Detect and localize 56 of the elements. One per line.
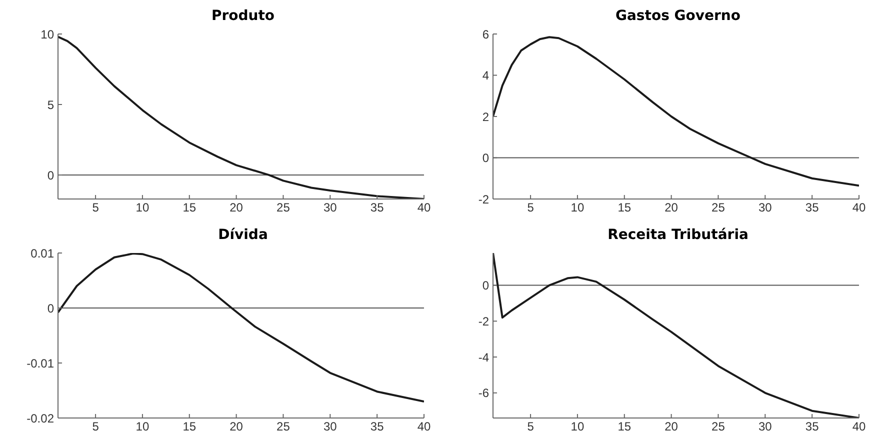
y-tick-label: 0 (482, 151, 490, 166)
x-tick-label: 30 (758, 420, 772, 434)
y-tick-label: 2 (482, 110, 490, 124)
x-tick-label: 5 (527, 420, 534, 434)
y-tick-label: -2 (478, 192, 490, 206)
x-tick-label: 10 (136, 200, 150, 215)
line-series (58, 36, 424, 199)
x-tick-label: 15 (182, 420, 196, 434)
chart-title: Produto (210, 8, 276, 26)
y-tick-label: 0 (482, 278, 490, 293)
x-tick-label: 25 (712, 420, 726, 434)
x-tick-label: 35 (370, 420, 384, 434)
x-tick-label: 5 (92, 420, 100, 434)
x-tick-label: 10 (570, 420, 584, 434)
x-tick-label: 15 (618, 200, 632, 215)
x-tick-label: 35 (370, 200, 384, 215)
x-tick-label: 25 (712, 200, 726, 215)
chart-title: Receita Tributária (606, 227, 750, 245)
x-tick-label: 20 (230, 200, 244, 215)
x-tick-label: 30 (323, 200, 338, 215)
y-tick-label: 0.01 (30, 246, 54, 260)
y-tick-label: 4 (482, 68, 490, 83)
y-tick-label: 10 (40, 27, 54, 42)
chart-title: Gastos Governo (614, 8, 742, 26)
x-tick-label: 25 (276, 200, 290, 215)
x-tick-label: 30 (323, 420, 338, 434)
chart-title: Dívida (217, 227, 269, 245)
x-tick-label: 15 (182, 200, 196, 215)
x-tick-label: 30 (758, 200, 772, 215)
y-tick-label: -2 (478, 314, 490, 328)
y-tick-label: 5 (47, 98, 54, 112)
y-tick-label: 0 (47, 301, 54, 316)
x-tick-label: 40 (417, 200, 431, 215)
x-tick-label: 20 (664, 420, 678, 434)
x-tick-label: 20 (664, 200, 678, 215)
line-series (493, 36, 859, 187)
x-tick-label: 5 (92, 200, 100, 215)
line-series (493, 253, 859, 418)
y-tick-label: 0 (47, 168, 54, 182)
x-tick-label: 35 (805, 420, 820, 434)
x-tick-label: 40 (852, 420, 866, 434)
x-tick-label: 40 (417, 420, 431, 434)
y-tick-label: -6 (478, 386, 490, 400)
x-tick-label: 25 (276, 420, 290, 434)
y-tick-label: -0.02 (26, 411, 54, 426)
x-tick-label: 15 (618, 420, 632, 434)
x-tick-label: 10 (570, 200, 584, 215)
x-tick-label: 40 (852, 200, 866, 215)
x-tick-label: 35 (805, 200, 820, 215)
y-tick-label: -0.01 (26, 356, 54, 370)
y-tick-label: -4 (478, 350, 490, 364)
x-tick-label: 20 (230, 420, 244, 434)
y-tick-label: 6 (482, 27, 490, 42)
x-tick-label: 5 (527, 200, 534, 215)
line-series (58, 253, 424, 402)
x-tick-label: 10 (136, 420, 150, 434)
